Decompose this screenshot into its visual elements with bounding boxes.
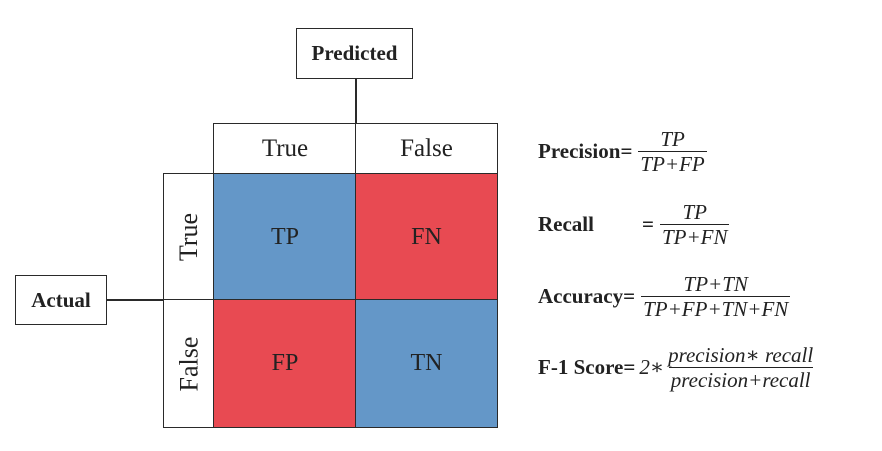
f1-name: F-1 Score	[538, 355, 624, 379]
f1-equals: =	[623, 355, 636, 379]
actual-connector	[107, 299, 163, 301]
recall-denominator: TP+FN	[659, 224, 730, 249]
f1-formula: F-1 Score = 2∗ precision∗ recall precisi…	[538, 343, 815, 392]
f1-denominator: precision+recall	[668, 367, 813, 392]
cell-fp: FP	[213, 299, 357, 428]
cell-tn: TN	[355, 299, 498, 428]
precision-formula: Precision = TP TP+FP	[538, 127, 707, 176]
recall-equals: =	[642, 212, 654, 236]
cell-fn-text: FN	[411, 223, 442, 250]
actual-label-text: Actual	[31, 287, 91, 312]
precision-equals: =	[620, 139, 633, 163]
column-header-false: False	[355, 123, 498, 175]
predicted-connector	[355, 79, 357, 123]
cell-tn-text: TN	[410, 350, 443, 376]
f1-fraction: precision∗ recall precision+recall	[666, 343, 815, 392]
f1-coefficient: 2∗	[639, 355, 665, 379]
accuracy-formula: Accuracy = TP+TN TP+FP+TN+FN	[538, 272, 791, 321]
actual-label: Actual	[15, 275, 107, 325]
accuracy-name: Accuracy	[538, 284, 624, 308]
precision-numerator: TP	[660, 127, 685, 151]
precision-name: Precision	[538, 139, 621, 163]
recall-name: Recall	[538, 212, 594, 236]
row-header-false-text: False	[174, 336, 204, 391]
precision-fraction: TP TP+FP	[638, 127, 707, 176]
cell-fn: FN	[355, 173, 498, 301]
column-header-false-text: False	[400, 135, 453, 162]
accuracy-fraction: TP+TN TP+FP+TN+FN	[641, 272, 791, 321]
cell-fp-text: FP	[271, 350, 299, 376]
accuracy-numerator: TP+TN	[683, 272, 748, 296]
recall-numerator: TP	[682, 200, 707, 224]
accuracy-denominator: TP+FP+TN+FN	[641, 296, 791, 321]
cell-tp-text: TP	[270, 223, 299, 250]
column-header-true-text: True	[261, 135, 309, 162]
predicted-label: Predicted	[296, 28, 413, 79]
row-header-true-text: True	[173, 212, 203, 262]
row-header-true: True	[163, 173, 215, 301]
recall-formula: Recall = TP TP+FN	[538, 200, 730, 249]
f1-numerator: precision∗ recall	[668, 343, 814, 367]
column-header-true: True	[213, 123, 357, 175]
recall-fraction: TP TP+FN	[659, 200, 730, 249]
predicted-label-text: Predicted	[311, 41, 398, 65]
row-header-false: False	[163, 299, 215, 428]
precision-denominator: TP+FP	[638, 151, 707, 176]
accuracy-equals: =	[623, 284, 636, 308]
cell-tp: TP	[213, 173, 357, 301]
